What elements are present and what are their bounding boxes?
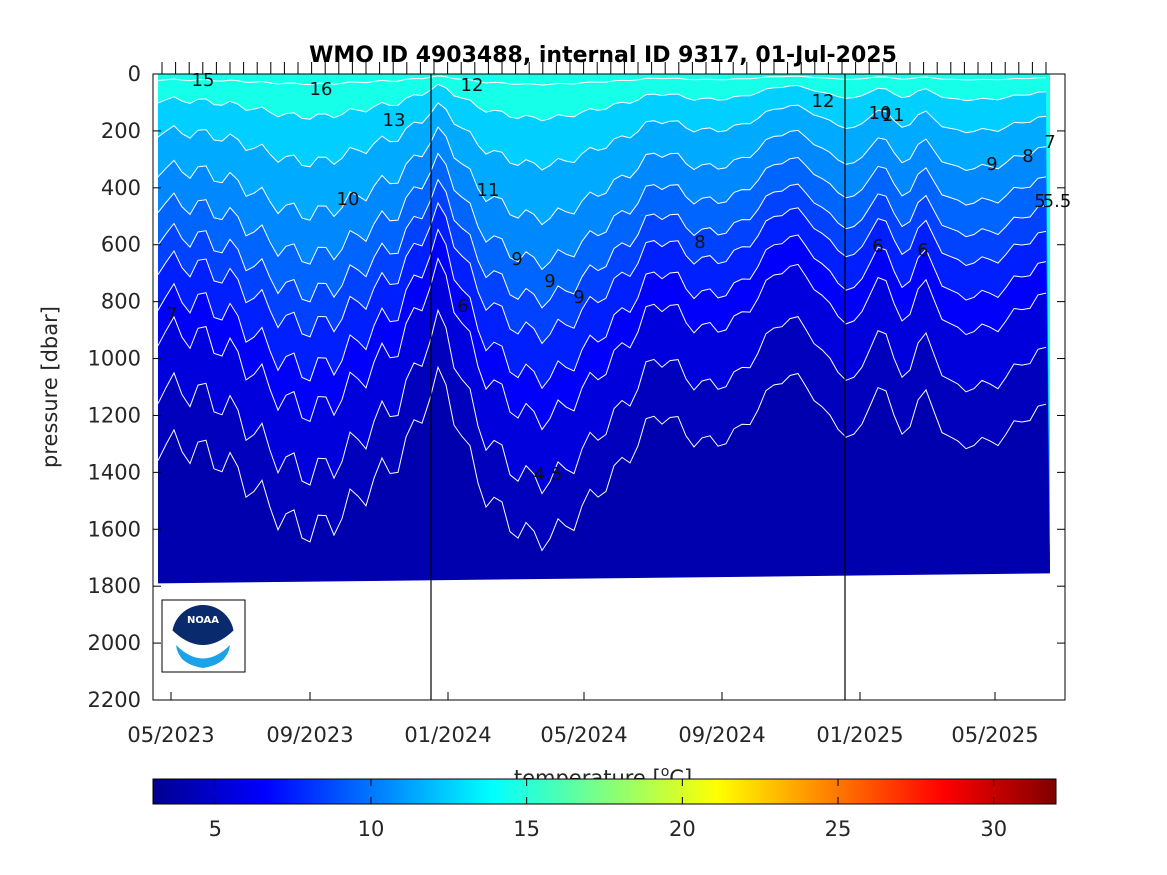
isotherm — [157, 178, 1047, 309]
colorbar-tick-label: 25 — [825, 817, 852, 841]
contour-label: 5 — [1034, 191, 1045, 212]
contour-label: 10 — [869, 103, 892, 124]
y-tick-label: 800 — [101, 290, 141, 314]
x-tick-label: 05/2023 — [127, 723, 214, 747]
contour-label: 9 — [986, 154, 997, 175]
isotherm-lines — [157, 75, 1047, 552]
y-tick-label: 200 — [101, 119, 141, 143]
x-tick-label: 05/2025 — [951, 723, 1038, 747]
contour-label: 11 — [477, 180, 500, 201]
isotherm — [157, 365, 1047, 552]
plot-axes-box — [152, 73, 1066, 701]
contour-label: 5.5 — [1043, 191, 1072, 212]
contour-label: 6 — [872, 236, 883, 257]
contour-label: 9 — [511, 249, 522, 270]
isotherm — [157, 308, 1047, 495]
noaa-logo: NOAA — [161, 599, 246, 673]
contour-label: 9 — [573, 287, 584, 308]
isotherm — [157, 75, 1047, 86]
colorbar-ticks: 5 10 15 20 25 30 — [209, 779, 1007, 841]
y-tick-label: 2200 — [88, 688, 141, 712]
contour-label: 16 — [310, 79, 333, 100]
x-axis: 05/2023 09/2023 01/2024 05/2024 09/2024 01/20… — [127, 692, 1039, 747]
isotherm — [157, 83, 1047, 122]
isotherm — [157, 228, 1047, 390]
temperature-contour-fill — [158, 74, 1050, 700]
chart-title: WMO ID 4903488, internal ID 9317, 01-Jul… — [309, 43, 897, 68]
year-boundary-lines — [430, 74, 846, 700]
isotherm — [157, 201, 1047, 345]
colorbar-tick-label: 20 — [669, 817, 696, 841]
y-tick-label: 1000 — [88, 347, 141, 371]
colorbar — [152, 778, 1057, 805]
svg-text:NOAA: NOAA — [187, 615, 219, 626]
no-data-area — [158, 573, 1050, 700]
isotherm — [157, 257, 1047, 431]
contour-label: 9 — [544, 271, 555, 292]
x-tick-label: 09/2023 — [266, 723, 353, 747]
contour-label: 12 — [812, 91, 835, 112]
temperature-band — [158, 367, 1050, 584]
y-axis-label: pressure [dbar] — [38, 306, 62, 468]
contour-label: 10 — [337, 189, 360, 210]
y-tick-label: 2000 — [88, 631, 141, 655]
x-tick-label: 09/2024 — [678, 723, 765, 747]
y-tick-label: 1800 — [88, 574, 141, 598]
contour-label: 7 — [166, 304, 177, 325]
y-tick-label: 0 — [128, 62, 141, 86]
contour-label: 8 — [694, 232, 705, 253]
colorbar-tick-label: 10 — [358, 817, 385, 841]
x-tick-label: 01/2025 — [816, 723, 903, 747]
contour-label: 12 — [461, 75, 484, 96]
y-tick-label: 400 — [101, 176, 141, 200]
contour-label: 4.5 — [534, 464, 563, 485]
profile-tick-marks — [161, 62, 1047, 74]
isotherm — [157, 152, 1047, 271]
contour-label: 6 — [917, 240, 928, 261]
colorbar-tick-label: 30 — [980, 817, 1007, 841]
contour-label: 11 — [882, 105, 905, 126]
contour-label: 7 — [1044, 132, 1055, 153]
y-tick-label: 1400 — [88, 460, 141, 484]
isotherm — [157, 126, 1047, 226]
colorbar-tick-label: 5 — [209, 817, 222, 841]
contour-label: 15 — [192, 70, 215, 91]
y-tick-label: 1200 — [88, 403, 141, 427]
isotherm — [157, 102, 1047, 171]
x-tick-label: 01/2024 — [404, 723, 491, 747]
contour-label: 13 — [383, 110, 406, 131]
y-tick-label: 600 — [101, 233, 141, 257]
contour-label: 8 — [1022, 146, 1033, 167]
colorbar-tick-label: 15 — [513, 817, 540, 841]
y-tick-label: 1600 — [88, 517, 141, 541]
contour-label: 6 — [457, 296, 468, 317]
y-axis: 0 200 400 600 800 1000 1200 1400 1600 1800 2000 220… — [88, 62, 1065, 712]
x-tick-label: 05/2024 — [540, 723, 627, 747]
